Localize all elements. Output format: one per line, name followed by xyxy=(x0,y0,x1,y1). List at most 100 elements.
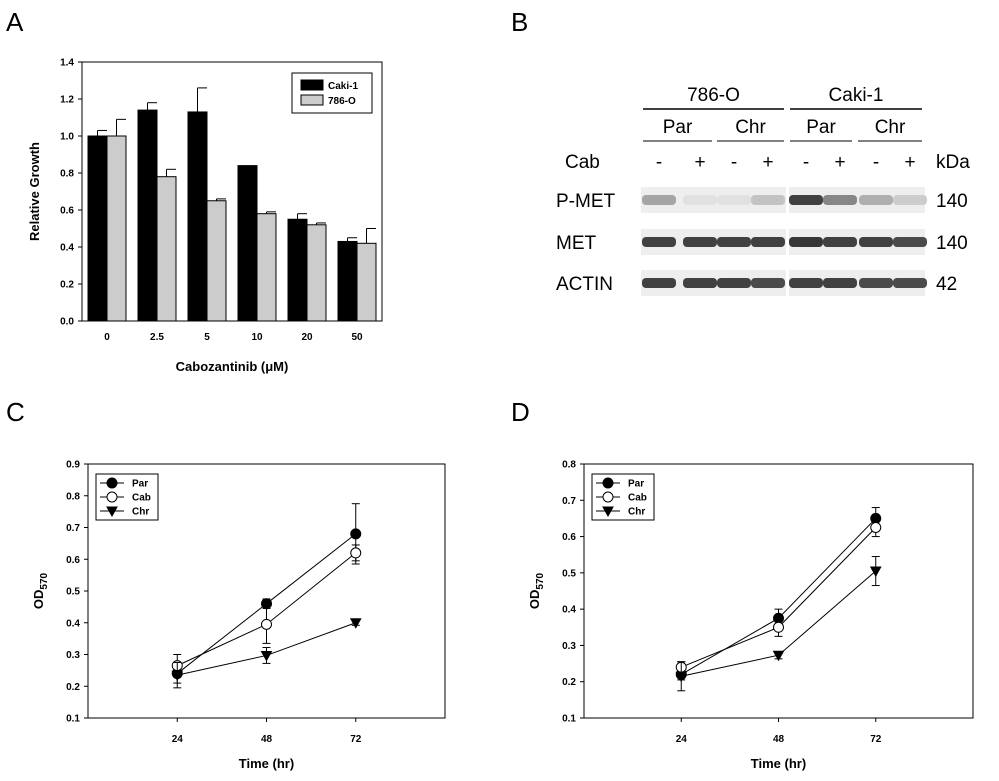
y-tick-label: 0.2 xyxy=(562,677,576,688)
y-tick-label: 0.6 xyxy=(60,206,74,217)
plot-frame xyxy=(81,61,383,322)
legend-label: Chr xyxy=(132,507,149,518)
panel-label-d: D xyxy=(511,397,530,427)
y-tick-label: 0.1 xyxy=(562,714,576,725)
blot-band xyxy=(893,195,927,205)
blot-cab-sign: + xyxy=(694,152,705,173)
blot-kda-label: kDa xyxy=(936,152,970,173)
blot-kda-value: 42 xyxy=(936,274,957,295)
blot-kda-value: 140 xyxy=(936,191,968,212)
blot-band xyxy=(789,237,823,247)
y-axis-title: OD570 xyxy=(527,572,546,609)
legend-label: 786-O xyxy=(328,96,356,107)
blot-row-label: P-MET xyxy=(556,191,616,212)
blot-band xyxy=(859,237,893,247)
blot-band xyxy=(683,278,717,288)
x-axis-title: Time (hr) xyxy=(239,756,294,771)
y-tick-label: 0.0 xyxy=(60,317,74,328)
blot-row-label: MET xyxy=(556,233,597,254)
y-tick-label: 0.3 xyxy=(66,650,80,661)
x-tick-label: 72 xyxy=(350,734,362,745)
legend-label: Cab xyxy=(132,493,151,504)
line-chart-od570-d: 0.1 0.2 0.3 0.4 0.5 0.6 0.7 0.8 24 48 72 Time (hr) O… xyxy=(527,460,974,771)
y-tick-label: 0.3 xyxy=(562,641,576,652)
legend: Par Cab Chr xyxy=(591,473,655,521)
blot-group-label: Chr xyxy=(735,117,766,138)
y-axis-title-subscript: 570 xyxy=(39,572,50,589)
y-tick-label: 0.4 xyxy=(66,618,80,629)
point-chr xyxy=(349,618,362,629)
blot-band xyxy=(823,195,857,205)
y-axis-title: OD570 xyxy=(31,572,50,609)
y-axis-title-subscript: 570 xyxy=(535,572,546,589)
x-tick-label: 48 xyxy=(773,734,785,745)
y-tick-label: 0.2 xyxy=(60,280,74,291)
blot-kda-value: 140 xyxy=(936,233,968,254)
blot-band xyxy=(893,237,927,247)
x-tick-label: 24 xyxy=(172,734,184,745)
blot-cab-sign: - xyxy=(656,152,662,173)
blot-band xyxy=(789,195,823,205)
y-tick-label: 0.8 xyxy=(60,169,74,180)
y-tick-label: 0.5 xyxy=(66,587,80,598)
x-tick-label: 10 xyxy=(251,332,263,343)
point-chr xyxy=(171,670,184,682)
blot-band xyxy=(893,278,927,288)
blot-band xyxy=(642,237,676,247)
blot-band xyxy=(751,195,785,205)
legend-marker-cab xyxy=(602,491,614,503)
x-tick-label: 5 xyxy=(204,332,210,343)
line-chart-od570-c: 0.1 0.2 0.3 0.4 0.5 0.6 0.7 0.8 0.9 24 48 72 Time (h… xyxy=(31,460,446,771)
x-tick-label: 24 xyxy=(676,734,688,745)
blot-band xyxy=(642,278,676,288)
bar-caki-1 xyxy=(337,240,358,322)
blot-band xyxy=(717,195,751,205)
point-chr xyxy=(772,650,785,662)
blot-row-label: ACTIN xyxy=(556,274,613,295)
x-axis-title: Cabozantinib (μM) xyxy=(176,359,289,374)
blot-cab-sign: + xyxy=(762,152,773,173)
y-tick-label: 0.7 xyxy=(562,496,576,507)
bar-786-o xyxy=(206,200,227,322)
point-cab xyxy=(870,522,882,533)
point-chr xyxy=(869,566,882,578)
blot-cab-label: Cab xyxy=(565,152,600,173)
legend: Par Cab Chr xyxy=(95,473,159,521)
bar-786-o xyxy=(306,224,327,322)
point-chr xyxy=(675,671,688,683)
legend-label: Par xyxy=(132,479,148,490)
y-tick-label: 1.2 xyxy=(60,95,74,106)
bar-786-o xyxy=(106,135,127,322)
bar-786-o xyxy=(256,213,277,322)
blot-cab-sign: - xyxy=(803,152,809,173)
legend-label: Cab xyxy=(628,493,647,504)
blot-cell-line-label: Caki-1 xyxy=(829,85,884,106)
bar-caki-1 xyxy=(237,165,258,322)
y-tick-label: 0.6 xyxy=(562,532,576,543)
panel-label-a: A xyxy=(6,7,24,37)
legend-marker-par xyxy=(106,477,118,489)
legend-marker-chr xyxy=(106,506,118,518)
blot-cab-sign: + xyxy=(834,152,845,173)
y-tick-label: 0.4 xyxy=(60,243,74,254)
blot-band xyxy=(859,278,893,288)
blot-band xyxy=(859,195,893,205)
legend-swatch-786-o xyxy=(300,94,324,106)
panel-label-b: B xyxy=(511,7,528,37)
blot-group-label: Par xyxy=(663,117,693,138)
blot-band xyxy=(823,237,857,247)
bar-caki-1 xyxy=(87,135,108,322)
y-tick-label: 0.1 xyxy=(66,714,80,725)
blot-group-label: Par xyxy=(806,117,836,138)
bar-caki-1 xyxy=(137,109,158,322)
x-tick-label: 2.5 xyxy=(150,332,164,343)
y-tick-label: 0.8 xyxy=(66,491,80,502)
point-par xyxy=(350,528,362,540)
y-tick-label: 0.8 xyxy=(562,460,576,471)
y-tick-label: 0.2 xyxy=(66,682,80,693)
blot-group-label: Chr xyxy=(875,117,906,138)
legend-box xyxy=(291,72,373,114)
blot-band xyxy=(751,278,785,288)
y-axis-title-main: OD xyxy=(527,590,542,610)
panel-label-c: C xyxy=(6,397,25,427)
